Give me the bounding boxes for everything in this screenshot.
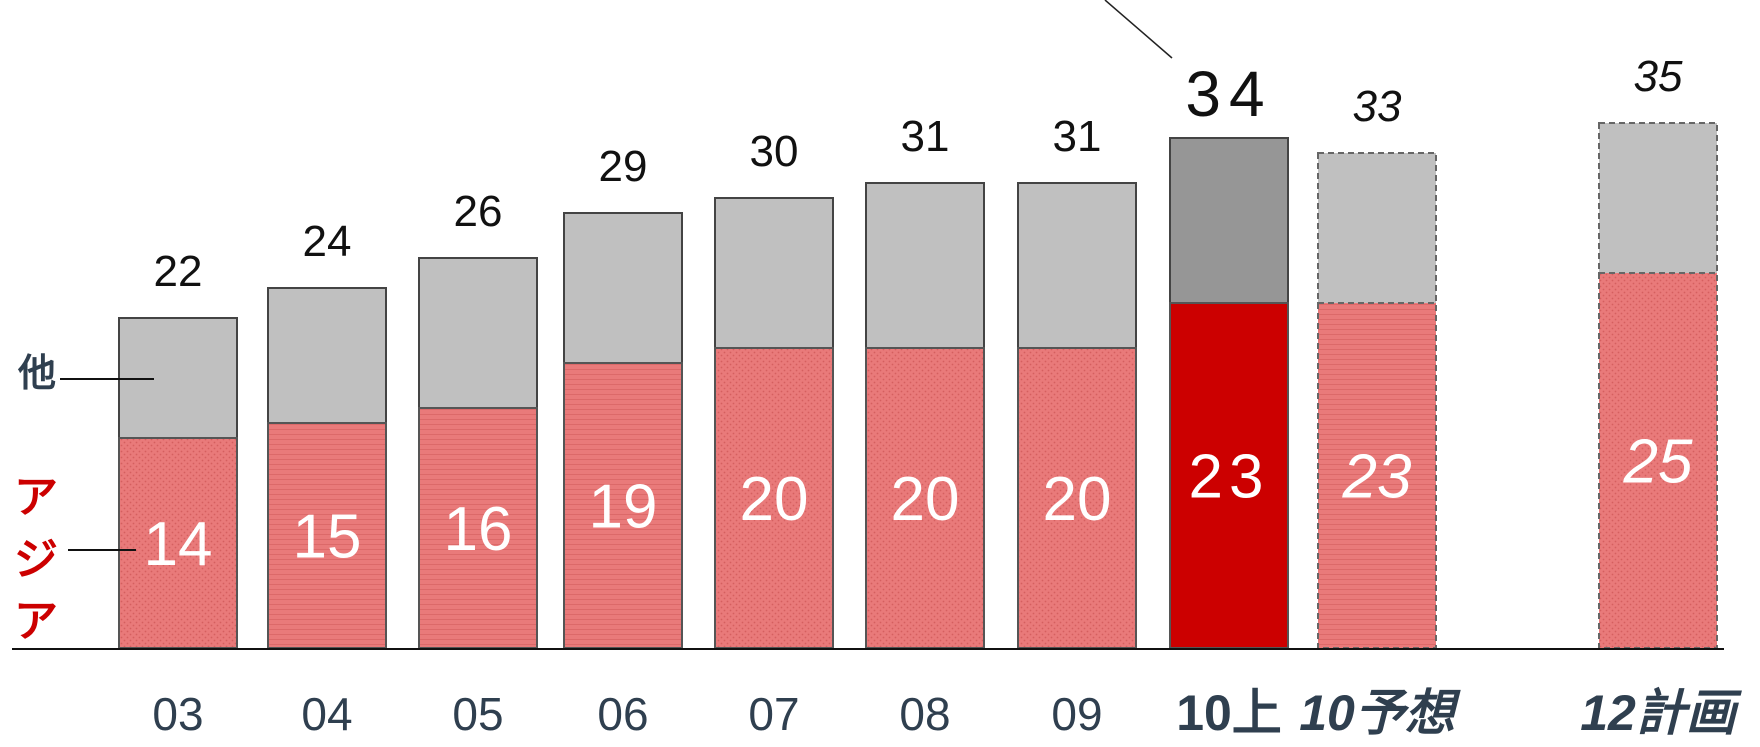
bar-other-09 [1017, 182, 1137, 349]
x-tick-label-05: 05 [452, 688, 503, 740]
bar-other-12計画 [1598, 122, 1718, 274]
x-tick-label-09: 09 [1051, 688, 1102, 740]
x-tick-label-06: 06 [597, 688, 648, 740]
total-value-label-10予想: 33 [1353, 82, 1402, 131]
x-tick-label-10上: 10上 [1176, 685, 1282, 741]
legend-asia-char: ア [14, 597, 58, 646]
total-value-label-10上: 34 [1185, 58, 1272, 130]
bar-other-05 [418, 257, 538, 409]
bar-asia-06 [563, 362, 683, 649]
bar-other-10予想 [1317, 152, 1437, 304]
bar-asia-05 [418, 407, 538, 649]
legend-asia-char: ア [14, 473, 58, 522]
asia-value-label-10上: 23 [1189, 443, 1270, 512]
bar-asia-10上 [1169, 302, 1289, 649]
asia-value-label-12計画: 25 [1623, 428, 1693, 497]
bar-asia-07 [714, 347, 834, 649]
legend-asia-char: ジ [14, 535, 58, 584]
total-value-label-08: 31 [901, 112, 950, 161]
asia-value-label-07: 20 [740, 465, 809, 534]
x-axis-tick-labels: 03 04 05 06 07 08 09 10上 10予想 12計画 [152, 685, 1742, 741]
asia-value-label-08: 20 [891, 465, 960, 534]
bar-asia-03 [118, 437, 238, 649]
total-value-label-09: 31 [1053, 112, 1102, 161]
asia-value-label-06: 19 [589, 473, 658, 542]
legend: 他 アジア [14, 353, 154, 646]
total-value-label-03: 22 [154, 247, 203, 296]
bar-other-06 [563, 212, 683, 364]
bar-other-10上 [1169, 137, 1289, 304]
total-value-label-07: 30 [750, 127, 799, 176]
bars-group [118, 122, 1718, 649]
x-tick-label-10予想: 10予想 [1299, 685, 1461, 741]
asia-value-label-04: 15 [293, 503, 362, 572]
legend-asia-label: アジア [14, 473, 58, 646]
total-value-label-04: 24 [303, 217, 352, 266]
asia-value-labels: 14 15 16 19 20 20 20 23 23 25 [144, 428, 1693, 580]
bar-asia-08 [865, 347, 985, 649]
bar-asia-04 [267, 422, 387, 649]
asia-value-label-10予想: 23 [1342, 443, 1412, 512]
asia-value-label-09: 20 [1043, 465, 1112, 534]
x-tick-label-04: 04 [301, 688, 352, 740]
x-tick-label-12計画: 12計画 [1580, 685, 1743, 741]
total-value-label-05: 26 [454, 187, 503, 236]
asia-value-label-03: 14 [144, 510, 213, 579]
x-tick-label-08: 08 [899, 688, 950, 740]
total-value-label-12計画: 35 [1634, 52, 1683, 101]
x-tick-label-03: 03 [152, 688, 203, 740]
callout-leader-line [1104, 0, 1173, 59]
total-value-label-06: 29 [599, 142, 648, 191]
legend-other-label: 他 [17, 353, 56, 395]
x-tick-label-07: 07 [748, 688, 799, 740]
asia-value-label-05: 16 [444, 495, 513, 564]
bar-other-08 [865, 182, 985, 349]
bar-asia-09 [1017, 347, 1137, 649]
total-value-labels: 22 24 26 29 30 31 31 34 33 35 [154, 52, 1683, 296]
bar-other-04 [267, 287, 387, 424]
bar-other-07 [714, 197, 834, 349]
